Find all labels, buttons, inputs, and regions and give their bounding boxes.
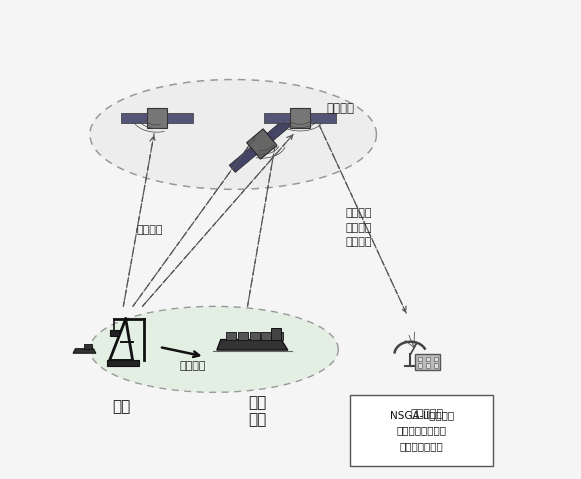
Polygon shape <box>167 113 193 123</box>
FancyBboxPatch shape <box>426 357 430 361</box>
Text: 卫星星座: 卫星星座 <box>327 102 354 114</box>
Polygon shape <box>217 340 288 350</box>
FancyBboxPatch shape <box>84 343 92 349</box>
FancyBboxPatch shape <box>415 354 440 370</box>
FancyBboxPatch shape <box>226 332 236 340</box>
Text: 港口: 港口 <box>112 399 130 414</box>
Ellipse shape <box>90 80 376 189</box>
Polygon shape <box>73 349 96 354</box>
Text: 海洋
运输: 海洋 运输 <box>248 395 266 428</box>
FancyBboxPatch shape <box>418 364 422 367</box>
FancyBboxPatch shape <box>273 332 284 340</box>
FancyBboxPatch shape <box>271 328 281 340</box>
FancyBboxPatch shape <box>418 357 422 361</box>
FancyBboxPatch shape <box>426 364 430 367</box>
FancyBboxPatch shape <box>434 357 438 361</box>
Polygon shape <box>310 113 336 123</box>
Polygon shape <box>267 115 295 141</box>
Text: 业务切换: 业务切换 <box>180 361 206 371</box>
Text: 馈电链路
下行配置
模态参数: 馈电链路 下行配置 模态参数 <box>346 208 372 247</box>
Text: NSGA-II算法求解
配置满足终端时延
能耗需求的参数: NSGA-II算法求解 配置满足终端时延 能耗需求的参数 <box>390 410 454 451</box>
FancyBboxPatch shape <box>350 395 493 467</box>
FancyBboxPatch shape <box>110 331 119 336</box>
Polygon shape <box>121 113 147 123</box>
Polygon shape <box>264 113 290 123</box>
FancyBboxPatch shape <box>250 332 260 340</box>
FancyBboxPatch shape <box>261 332 271 340</box>
Polygon shape <box>229 147 257 172</box>
FancyBboxPatch shape <box>107 360 139 366</box>
Ellipse shape <box>90 307 338 392</box>
Polygon shape <box>247 129 277 159</box>
Text: 系统控制站: 系统控制站 <box>410 409 443 419</box>
FancyBboxPatch shape <box>434 364 438 367</box>
FancyBboxPatch shape <box>238 332 248 340</box>
Polygon shape <box>147 108 167 128</box>
Text: 用户链路: 用户链路 <box>137 225 163 235</box>
Polygon shape <box>290 108 310 128</box>
